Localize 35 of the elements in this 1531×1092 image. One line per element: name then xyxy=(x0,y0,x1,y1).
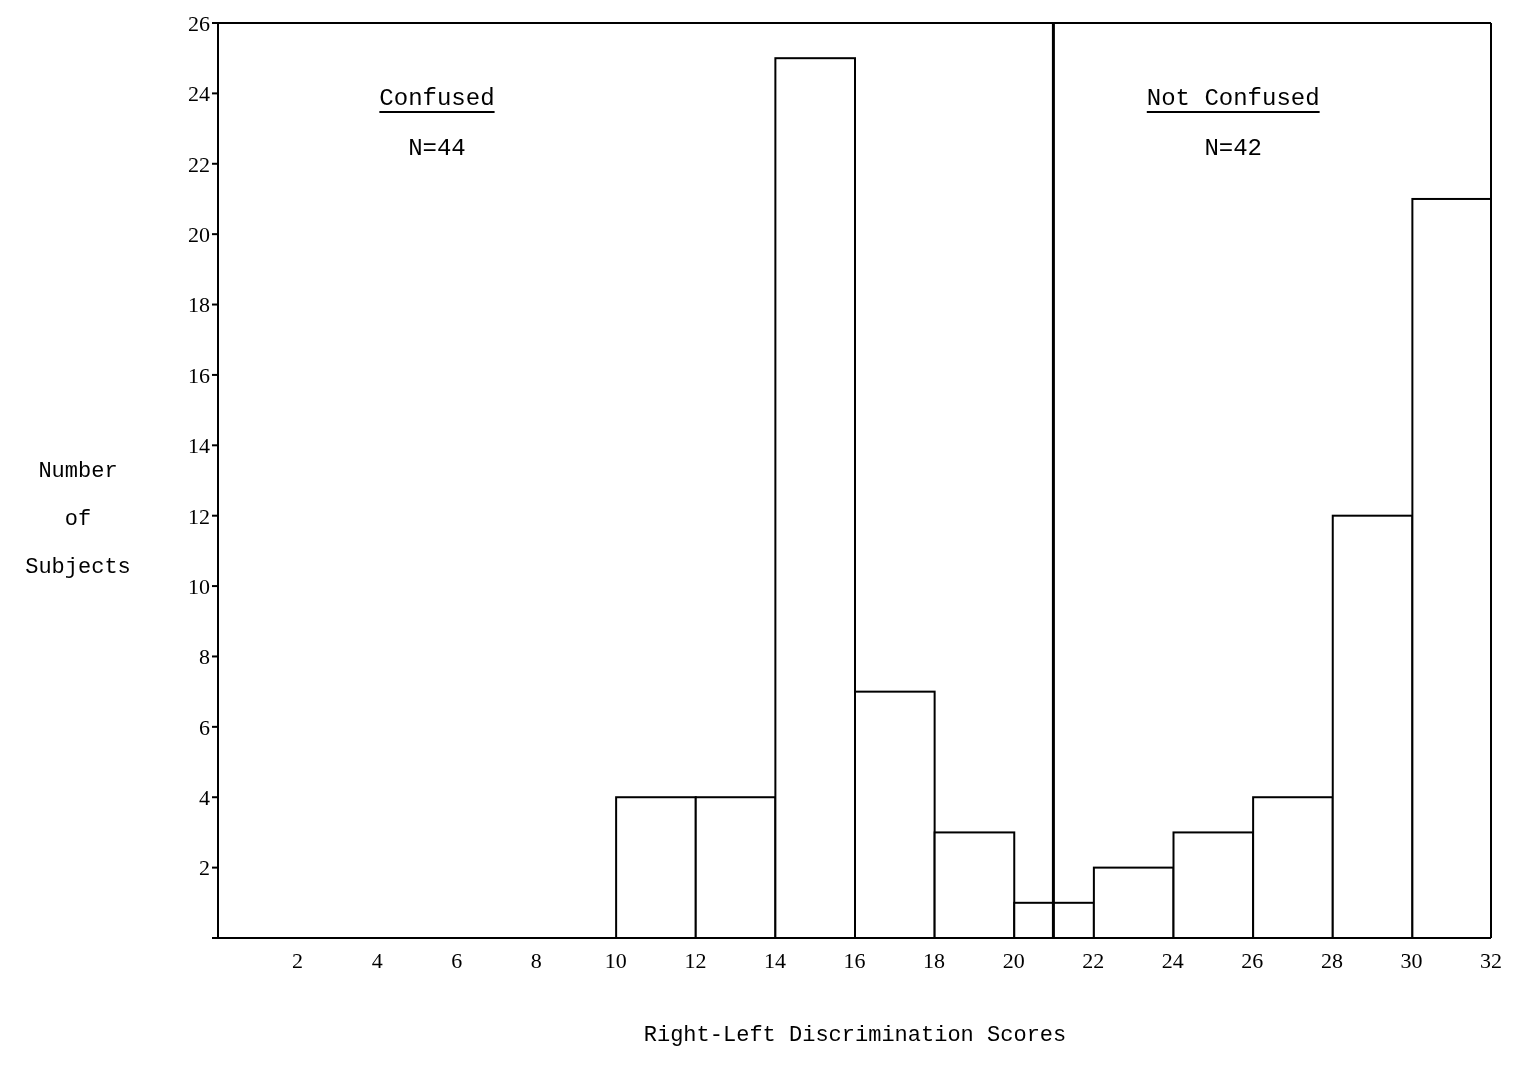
x-tick-label: 24 xyxy=(1161,947,1184,973)
x-tick-label: 30 xyxy=(1400,947,1423,973)
y-tick-label: 8 xyxy=(199,644,210,670)
x-tick-label: 22 xyxy=(1082,947,1105,973)
x-tick-label: 20 xyxy=(1002,947,1025,973)
annotation: N=42 xyxy=(1204,135,1263,162)
annotation: Confused xyxy=(379,85,495,112)
x-tick-label: 16 xyxy=(843,947,866,973)
y-tick-label: 16 xyxy=(188,362,210,388)
x-tick-label: 32 xyxy=(1480,947,1502,973)
x-tick-label: 18 xyxy=(923,947,946,973)
x-tick-label: 26 xyxy=(1241,947,1264,973)
x-axis-title: Right-Left Discrimination Scores xyxy=(642,1023,1068,1048)
y-tick-label: 2 xyxy=(199,855,210,881)
x-tick-label: 12 xyxy=(684,947,707,973)
y-tick-label: 4 xyxy=(199,785,210,811)
y-tick-label: 26 xyxy=(188,10,210,36)
annotation: N=44 xyxy=(408,135,466,162)
annotation: Not Confused xyxy=(1146,85,1320,112)
x-tick-label: 2 xyxy=(292,947,304,973)
y-tick-label: 22 xyxy=(188,151,210,177)
x-tick-label: 4 xyxy=(371,947,383,973)
y-tick-label: 10 xyxy=(188,573,210,599)
x-tick-label: 28 xyxy=(1320,947,1343,973)
y-tick-label: 6 xyxy=(199,714,210,740)
y-axis-title: Number of Subjects xyxy=(24,458,132,582)
y-tick-label: 14 xyxy=(188,433,210,459)
x-tick-label: 6 xyxy=(451,947,463,973)
y-tick-label: 12 xyxy=(188,503,210,529)
x-tick-label: 10 xyxy=(604,947,627,973)
y-tick-label: 18 xyxy=(188,292,210,318)
y-tick-label: 24 xyxy=(188,81,210,107)
x-tick-label: 8 xyxy=(530,947,542,973)
y-tick-label: 20 xyxy=(188,221,210,247)
x-tick-label: 14 xyxy=(763,947,786,973)
